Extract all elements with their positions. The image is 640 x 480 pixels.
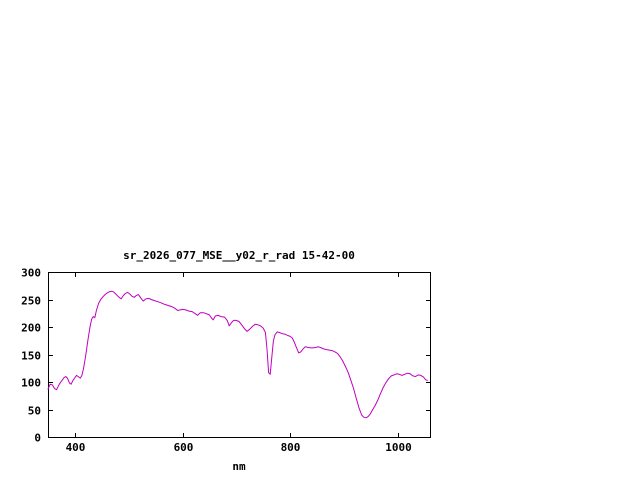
chart-title: sr_2026_077_MSE__y02_r_rad 15-42-00 (123, 249, 355, 262)
y-tick-label: 100 (21, 377, 41, 390)
x-tick-label: 1000 (385, 441, 412, 454)
y-tick-label: 200 (21, 322, 41, 335)
y-tick-label: 150 (21, 350, 41, 363)
x-axis-label: nm (232, 460, 246, 473)
x-tick-label: 800 (281, 441, 301, 454)
data-line (47, 290, 428, 419)
y-tick-label: 300 (21, 267, 41, 280)
plot-border (48, 272, 431, 438)
y-tick-label: 50 (28, 405, 41, 418)
x-tick-label: 400 (66, 441, 86, 454)
x-tick-label: 600 (174, 441, 194, 454)
y-tick-label: 0 (34, 432, 41, 445)
y-tick-label: 250 (21, 295, 41, 308)
